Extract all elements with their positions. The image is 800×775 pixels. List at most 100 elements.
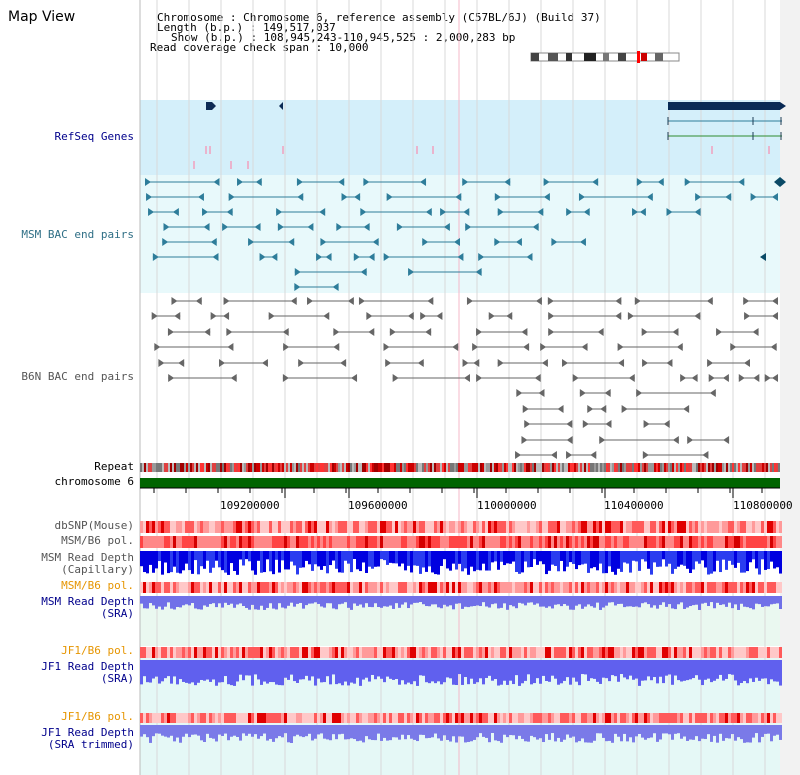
- jf1-trimmed-depth-bar: [506, 725, 509, 738]
- jf1-trimmed-depth-bar: [764, 725, 767, 734]
- polymorphism-cell: [257, 536, 260, 548]
- jf1-trimmed-depth-bar: [362, 725, 365, 743]
- polymorphism-cell: [320, 647, 323, 658]
- polymorphism-cell: [545, 521, 548, 533]
- msm-bac-pair-end: [226, 208, 233, 216]
- jf1-trimmed-depth-bar: [551, 725, 554, 734]
- jf1-trimmed-depth-bar: [608, 725, 611, 741]
- track-label-jf1-depth-trimmed[interactable]: JF1 Read Depth: [41, 726, 134, 739]
- polymorphism-cell: [674, 582, 677, 593]
- polymorphism-cell: [554, 536, 557, 548]
- msm-bac-pair-end: [386, 193, 393, 201]
- msm-capillary-depth-bar: [308, 551, 311, 565]
- repeat-segment: [578, 463, 580, 472]
- polymorphism-cell: [236, 536, 239, 548]
- polymorphism-cell: [359, 647, 362, 658]
- repeat-segment: [538, 463, 540, 472]
- msm-bac-pair-end: [463, 208, 470, 216]
- polymorphism-cell: [497, 647, 500, 658]
- polymorphism-cell: [161, 521, 164, 533]
- track-label-chromosome[interactable]: chromosome 6: [54, 475, 134, 488]
- polymorphism-cell: [263, 536, 266, 548]
- polymorphism-cell: [713, 582, 716, 593]
- jf1-sra-depth-bar: [572, 660, 575, 678]
- jf1-sra-depth-bar: [359, 660, 362, 686]
- polymorphism-cell: [713, 521, 716, 533]
- polymorphism-cell: [179, 713, 182, 723]
- repeat-segment: [746, 463, 748, 472]
- msm-capillary-depth-bar: [581, 551, 584, 565]
- polymorphism-cell: [761, 713, 764, 723]
- track-label-b6n-bac[interactable]: B6N BAC end pairs: [21, 370, 134, 383]
- jf1-trimmed-depth-bar: [737, 725, 740, 738]
- jf1-sra-depth-bar: [182, 660, 185, 682]
- jf1-trimmed-depth-bar: [560, 725, 563, 742]
- repeat-segment: [512, 463, 514, 472]
- track-label-msm-depth-sra[interactable]: MSM Read Depth: [41, 595, 134, 608]
- jf1-sra-depth-bar: [140, 660, 143, 685]
- b6n-bac-pair-end: [709, 389, 716, 397]
- repeat-segment: [272, 463, 274, 472]
- polymorphism-cell: [779, 647, 782, 658]
- polymorphism-cell: [212, 582, 215, 593]
- msm-capillary-depth-bar: [410, 551, 413, 573]
- track-label-msm-depth-capillary[interactable]: MSM Read Depth: [41, 551, 134, 564]
- track-label-msm-bac[interactable]: MSM BAC end pairs: [21, 228, 134, 241]
- track-label-jf1-b6-pol[interactable]: JF1/B6 pol.: [61, 644, 134, 657]
- jf1-trimmed-depth-bar: [671, 725, 674, 740]
- track-label-jf1-b6-pol-2[interactable]: JF1/B6 pol.: [61, 710, 134, 723]
- jf1-trimmed-depth-bar: [677, 725, 680, 734]
- msm-sra-depth-bar: [173, 596, 176, 610]
- ideogram-position-marker: [637, 51, 640, 63]
- polymorphism-cell: [206, 647, 209, 658]
- polymorphism-cell: [278, 647, 281, 658]
- msm-capillary-depth-bar: [470, 551, 473, 567]
- polymorphism-cell: [707, 536, 710, 548]
- msm-capillary-depth-bar: [338, 551, 341, 573]
- polymorphism-cell: [266, 713, 269, 723]
- polymorphism-cell: [323, 521, 326, 533]
- jf1-sra-depth-bar: [251, 660, 254, 686]
- jf1-sra-depth-bar: [458, 660, 461, 675]
- repeat-segment: [158, 463, 160, 472]
- polymorphism-cell: [575, 647, 578, 658]
- jf1-sra-depth-bar: [659, 660, 662, 677]
- track-label-msm-b6-pol-2[interactable]: MSM/B6 pol.: [61, 579, 134, 592]
- polymorphism-cell: [716, 713, 719, 723]
- msm-capillary-depth-bar: [461, 551, 464, 572]
- track-label-jf1-depth-sra[interactable]: JF1 Read Depth: [41, 660, 134, 673]
- polymorphism-cell: [443, 647, 446, 658]
- msm-sra-depth-bar: [380, 596, 383, 608]
- polymorphism-cell: [218, 713, 221, 723]
- jf1-trimmed-depth-bar: [155, 725, 158, 734]
- track-label-repeat[interactable]: Repeat: [94, 460, 134, 473]
- repeat-segment: [676, 463, 678, 472]
- polymorphism-cell: [506, 582, 509, 593]
- msm-capillary-depth-bar: [488, 551, 491, 571]
- polymorphism-cell: [674, 536, 677, 548]
- track-label-refseq[interactable]: RefSeq Genes: [54, 130, 134, 143]
- polymorphism-cell: [560, 582, 563, 593]
- msm-capillary-depth-bar: [620, 551, 623, 572]
- polymorphism-cell: [605, 536, 608, 548]
- repeat-segment: [382, 463, 384, 472]
- msm-sra-depth-bar: [704, 596, 707, 603]
- polymorphism-cell: [497, 582, 500, 593]
- polymorphism-cell: [560, 521, 563, 533]
- ideogram-band: [548, 53, 558, 61]
- polymorphism-cell: [497, 521, 500, 533]
- jf1-sra-depth-bar: [362, 660, 365, 680]
- repeat-segment: [144, 463, 146, 472]
- repeat-segment: [408, 463, 410, 472]
- polymorphism-cell: [641, 647, 644, 658]
- polymorphism-cell: [170, 647, 173, 658]
- polymorphism-cell: [443, 713, 446, 723]
- repeat-segment: [720, 463, 722, 472]
- track-label-dbsnp[interactable]: dbSNP(Mouse): [54, 519, 134, 532]
- track-label-msm-b6-pol[interactable]: MSM/B6 pol.: [61, 534, 134, 547]
- repeat-segment: [774, 463, 776, 472]
- polymorphism-cell: [554, 521, 557, 533]
- polymorphism-cell: [581, 536, 584, 548]
- msm-capillary-depth-bar: [167, 551, 170, 574]
